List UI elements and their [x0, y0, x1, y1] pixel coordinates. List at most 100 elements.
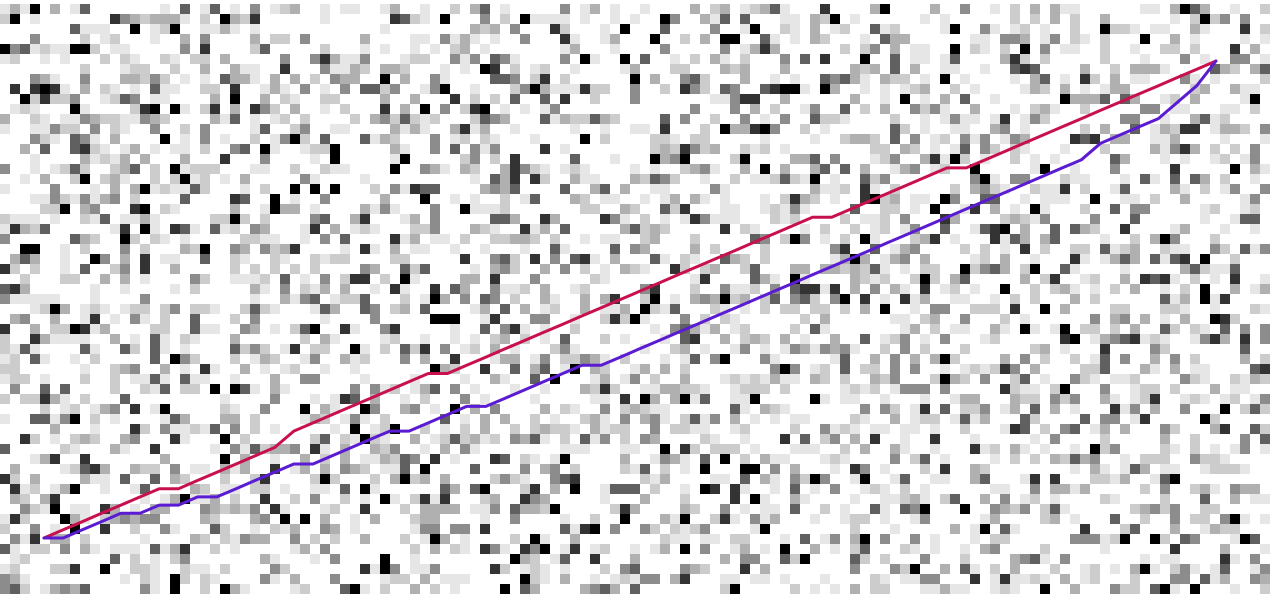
- grid-cell: [930, 424, 940, 434]
- grid-cell: [80, 534, 90, 544]
- grid-cell: [540, 64, 550, 74]
- grid-cell: [1230, 64, 1240, 74]
- grid-cell: [150, 74, 160, 84]
- grid-cell: [1260, 24, 1270, 34]
- grid-cell: [120, 234, 130, 244]
- grid-cell: [170, 474, 180, 484]
- grid-cell: [680, 574, 690, 584]
- grid-cell: [980, 264, 990, 274]
- grid-cell: [310, 224, 320, 234]
- grid-cell: [1060, 334, 1070, 344]
- grid-cell: [1020, 244, 1030, 254]
- grid-cell: [1120, 314, 1130, 324]
- grid-cell: [500, 454, 510, 464]
- grid-cell: [1030, 204, 1040, 214]
- grid-cell: [730, 574, 740, 584]
- grid-cell: [750, 224, 760, 234]
- grid-cell: [1070, 374, 1080, 384]
- grid-cell: [940, 334, 950, 344]
- grid-cell: [100, 324, 110, 334]
- grid-cell: [330, 54, 340, 64]
- grid-cell: [460, 374, 470, 384]
- grid-cell: [810, 134, 820, 144]
- grid-cell: [140, 314, 150, 324]
- grid-cell: [600, 564, 610, 574]
- grid-cell: [630, 504, 640, 514]
- grid-cell: [710, 164, 720, 174]
- grid-cell: [430, 224, 440, 234]
- grid-cell: [300, 124, 310, 134]
- grid-cell: [1260, 364, 1270, 374]
- grid-cell: [510, 124, 520, 134]
- grid-cell: [870, 484, 880, 494]
- grid-cell: [930, 434, 940, 444]
- grid-cell: [1160, 24, 1170, 34]
- grid-cell: [1210, 304, 1220, 314]
- grid-cell: [320, 524, 330, 534]
- grid-cell: [510, 384, 520, 394]
- grid-cell: [500, 234, 510, 244]
- grid-cell: [780, 204, 790, 214]
- grid-cell: [640, 494, 650, 504]
- grid-cell: [690, 4, 700, 14]
- grid-cell: [80, 204, 90, 214]
- grid-cell: [690, 334, 700, 344]
- grid-cell: [740, 304, 750, 314]
- grid-cell: [100, 214, 110, 224]
- grid-cell: [90, 44, 100, 54]
- grid-cell: [460, 154, 470, 164]
- grid-cell: [1130, 464, 1140, 474]
- grid-cell: [80, 374, 90, 384]
- grid-cell: [780, 434, 790, 444]
- grid-cell: [750, 554, 760, 564]
- grid-cell: [420, 384, 430, 394]
- grid-cell: [800, 474, 810, 484]
- grid-cell: [950, 354, 960, 364]
- grid-cell: [150, 344, 160, 354]
- grid-cell: [60, 114, 70, 124]
- grid-cell: [1060, 44, 1070, 54]
- grid-cell: [0, 584, 10, 594]
- grid-cell: [700, 454, 710, 464]
- grid-cell: [550, 504, 560, 514]
- grid-cell: [1020, 354, 1030, 364]
- grid-cell: [50, 424, 60, 434]
- grid-cell: [1070, 534, 1080, 544]
- grid-cell: [880, 254, 890, 264]
- grid-cell: [430, 234, 440, 244]
- grid-cell: [720, 554, 730, 564]
- grid-cell: [210, 324, 220, 334]
- grid-cell: [900, 84, 910, 94]
- grid-cell: [240, 434, 250, 444]
- grid-cell: [990, 184, 1000, 194]
- grid-cell: [420, 224, 430, 234]
- grid-cell: [470, 84, 480, 94]
- grid-cell: [270, 564, 280, 574]
- grid-cell: [440, 34, 450, 44]
- grid-cell: [330, 504, 340, 514]
- grid-cell: [990, 584, 1000, 594]
- grid-cell: [30, 4, 40, 14]
- grid-cell: [520, 544, 530, 554]
- grid-cell: [620, 314, 630, 324]
- grid-cell: [960, 144, 970, 154]
- grid-cell: [960, 564, 970, 574]
- grid-cell: [1010, 104, 1020, 114]
- grid-cell: [890, 364, 900, 374]
- grid-cell: [980, 514, 990, 524]
- grid-cell: [910, 574, 920, 584]
- grid-cell: [270, 504, 280, 514]
- grid-cell: [930, 354, 940, 364]
- grid-cell: [300, 284, 310, 294]
- grid-cell: [540, 304, 550, 314]
- grid-cell: [1210, 244, 1220, 254]
- grid-cell: [470, 204, 480, 214]
- grid-cell: [1100, 534, 1110, 544]
- grid-cell: [20, 294, 30, 304]
- grid-cell: [50, 304, 60, 314]
- grid-cell: [1140, 484, 1150, 494]
- grid-cell: [1070, 334, 1080, 344]
- grid-cell: [1220, 314, 1230, 324]
- grid-cell: [380, 4, 390, 14]
- grid-cell: [110, 554, 120, 564]
